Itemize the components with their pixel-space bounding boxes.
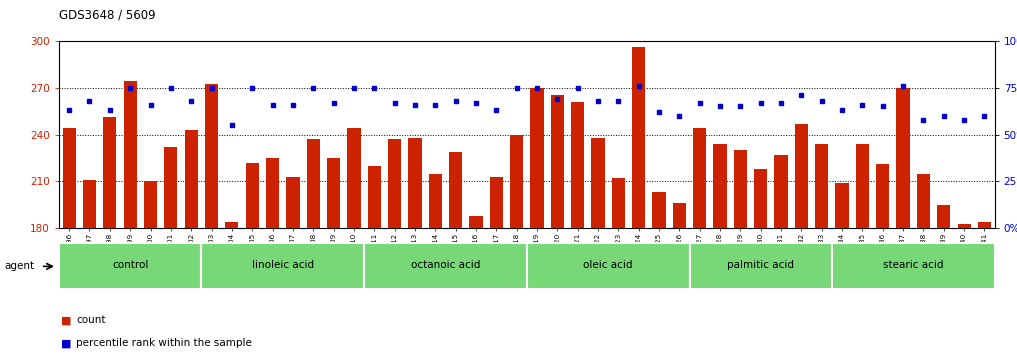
Bar: [978, 222, 992, 228]
Bar: [185, 130, 198, 228]
Bar: [246, 163, 259, 228]
Text: GDS3648 / 5609: GDS3648 / 5609: [59, 9, 156, 22]
Bar: [836, 183, 848, 228]
Bar: [816, 144, 829, 228]
Bar: [527, 243, 690, 290]
Bar: [690, 243, 832, 290]
Text: ■: ■: [61, 338, 71, 348]
Bar: [124, 81, 137, 228]
Bar: [612, 178, 624, 228]
Bar: [429, 173, 442, 228]
Bar: [897, 88, 910, 228]
Text: percentile rank within the sample: percentile rank within the sample: [76, 338, 252, 348]
Bar: [226, 222, 239, 228]
Bar: [490, 177, 503, 228]
Bar: [165, 147, 178, 228]
Bar: [795, 124, 807, 228]
Bar: [307, 139, 320, 228]
Text: palmitic acid: palmitic acid: [727, 260, 794, 270]
Bar: [63, 128, 76, 228]
Bar: [877, 164, 890, 228]
Text: control: control: [112, 260, 148, 270]
Bar: [511, 135, 524, 228]
Bar: [388, 139, 401, 228]
Bar: [673, 203, 686, 228]
Text: agent: agent: [4, 261, 35, 272]
Text: stearic acid: stearic acid: [883, 260, 944, 270]
Bar: [775, 155, 788, 228]
Bar: [633, 47, 646, 228]
Bar: [714, 144, 727, 228]
Bar: [531, 88, 544, 228]
Text: count: count: [76, 315, 106, 325]
Bar: [958, 224, 970, 228]
Bar: [551, 96, 564, 228]
Bar: [144, 181, 158, 228]
Bar: [470, 216, 483, 228]
Bar: [694, 128, 707, 228]
Bar: [59, 243, 201, 290]
Bar: [856, 144, 870, 228]
Bar: [104, 117, 117, 228]
Text: ■: ■: [61, 315, 71, 325]
Bar: [755, 169, 768, 228]
Text: oleic acid: oleic acid: [584, 260, 633, 270]
Bar: [266, 158, 280, 228]
Bar: [409, 138, 422, 228]
Bar: [938, 205, 951, 228]
Bar: [348, 128, 361, 228]
Bar: [653, 192, 666, 228]
Bar: [592, 138, 605, 228]
Bar: [368, 166, 381, 228]
Bar: [364, 243, 527, 290]
Bar: [287, 177, 300, 228]
Bar: [572, 102, 585, 228]
Bar: [201, 243, 364, 290]
Bar: [917, 173, 931, 228]
Bar: [83, 180, 97, 228]
Bar: [832, 243, 995, 290]
Text: octanoic acid: octanoic acid: [411, 260, 480, 270]
Text: linoleic acid: linoleic acid: [251, 260, 314, 270]
Bar: [205, 85, 219, 228]
Bar: [734, 150, 746, 228]
Bar: [327, 158, 341, 228]
Bar: [450, 152, 463, 228]
